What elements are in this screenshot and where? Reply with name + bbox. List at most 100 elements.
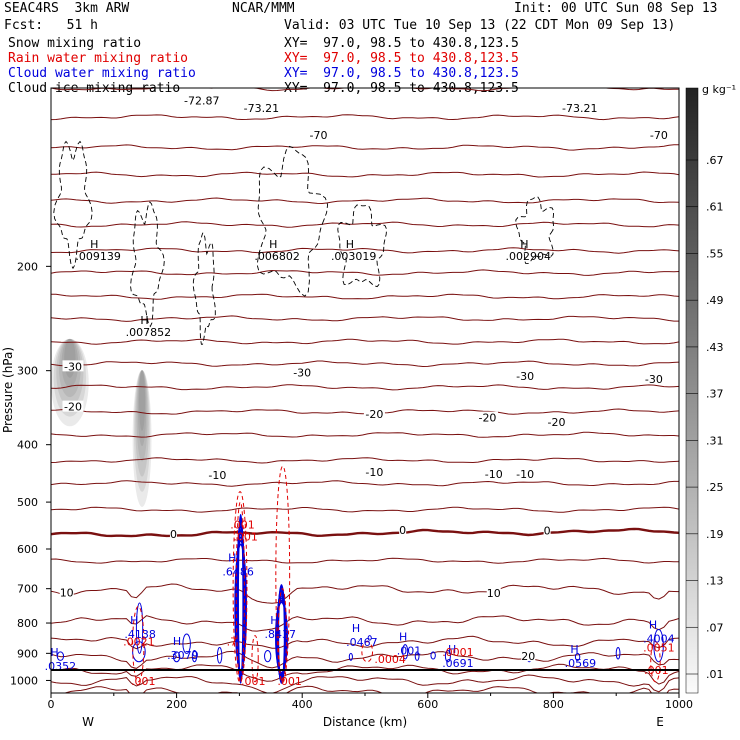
rain-label: .001 — [230, 518, 255, 531]
isotherm-label: -20 — [64, 401, 82, 414]
east-label: E — [656, 715, 664, 729]
cloud-water-high-marker: H — [173, 635, 181, 648]
cloud-water-high-marker: H — [570, 643, 578, 656]
cloud-water-contour — [182, 633, 191, 654]
isotherm-label: -10 — [516, 468, 534, 481]
rain-label: .001 — [233, 531, 258, 544]
isotherm-label: 10 — [60, 586, 74, 599]
label-bg — [486, 587, 501, 599]
colorbar-label: .61 — [706, 201, 724, 214]
label-bg — [180, 94, 223, 106]
y-axis-title: Pressure (hPa) — [1, 347, 15, 433]
isotherm-label: -20 — [365, 408, 383, 421]
isotherm-label: -70 — [310, 129, 328, 142]
isotherm-line — [51, 431, 679, 438]
rain-contour — [132, 605, 145, 683]
label-bg — [62, 360, 84, 372]
field-xy-snow: XY= 97.0, 98.5 to 430.8,123.5 — [284, 36, 519, 51]
cloud-ice-contour — [337, 204, 388, 288]
isotherm-line — [51, 384, 679, 391]
snow-plume-1 — [53, 338, 87, 417]
rain-label: .0051 — [643, 642, 675, 655]
cloud-ice-high-marker: H — [520, 238, 528, 251]
isotherm-line — [51, 269, 679, 276]
isotherm-line — [51, 114, 679, 121]
snow-plume-2 — [137, 370, 147, 447]
rain-label: .7 — [227, 636, 238, 649]
x-tick-label: 800 — [543, 698, 564, 711]
cloud-water-contours — [56, 513, 664, 684]
isotherm-line — [51, 674, 679, 693]
rain-label: .0001 — [442, 646, 474, 659]
rain-contour — [650, 641, 661, 683]
x-tick-label: 200 — [166, 698, 187, 711]
y-tick-label: 400 — [17, 439, 38, 452]
label-bg — [206, 468, 228, 480]
cloud-water-max-label: .0467 — [346, 636, 378, 649]
isotherm-line — [51, 635, 679, 650]
isotherm-label: 0 — [399, 524, 406, 537]
isotherm-label: -72.87 — [184, 95, 219, 108]
cloud-ice-contour — [53, 140, 93, 270]
contour-labels: -73.21 -73.21 -72.87 -70 -70 -30 -30 -30 -30 -20 -… — [45, 94, 675, 688]
colorbar-label: .07 — [706, 621, 724, 634]
isotherm-label: -10 — [485, 468, 503, 481]
rain-contours — [132, 465, 661, 683]
x-tick-label: 0 — [48, 698, 55, 711]
cloud-ice-contour — [192, 232, 216, 345]
cloud-water-high-marker: H — [130, 614, 138, 627]
label-bg — [291, 366, 313, 378]
rain-label: .0004 — [374, 653, 406, 666]
init-time: Init: 00 UTC Sun 08 Sep 13 — [514, 1, 718, 16]
isotherm-label: 10 — [487, 587, 501, 600]
west-label: W — [82, 715, 94, 729]
cloud-water-contour — [191, 649, 198, 663]
cloud-water-contour — [216, 647, 223, 664]
y-tick-label: 1000 — [10, 674, 38, 687]
label-bg — [643, 373, 665, 385]
rain-contour — [232, 491, 248, 683]
y-tick-label: 800 — [17, 617, 38, 630]
y-tick-label: 700 — [17, 583, 38, 596]
isotherm-line — [51, 197, 679, 205]
cloud-water-contour — [653, 628, 664, 663]
cloud-ice-contours — [53, 140, 554, 345]
isotherm-line — [51, 144, 679, 151]
cloud-ice-max-label: .002904 — [506, 250, 552, 263]
cloud-ice-max-label: .009139 — [75, 250, 121, 263]
isotherm-label: 0 — [170, 528, 177, 541]
isotherm-line — [51, 221, 679, 228]
x-tick-label: 400 — [292, 698, 313, 711]
snow-plume-1 — [56, 338, 84, 407]
isotherm-label: -73.21 — [562, 102, 597, 115]
cloud-water-max-label: .001 — [397, 644, 422, 657]
colorbar-label: .43 — [706, 341, 724, 354]
cloud-water-max-label: .6486 — [222, 566, 254, 579]
label-bg — [514, 467, 536, 479]
colorbar: .01 .07 .13 .19 .25 .31 .37 .43 .49 .55 .61 .67 g k… — [685, 83, 736, 694]
cloud-ice-contour — [515, 196, 554, 265]
isotherm-line — [51, 615, 679, 632]
isotherm-label: -70 — [650, 129, 668, 142]
rain-label: .001 — [241, 675, 266, 688]
colorbar-scale — [685, 87, 699, 694]
x-axis-title: Distance (km) — [323, 715, 407, 729]
cloud-ice-high-marker: H — [346, 238, 354, 251]
field-xy-rain: XY= 97.0, 98.5 to 430.8,123.5 — [284, 51, 519, 66]
isotherm-label: -30 — [64, 360, 82, 373]
isotherm-line — [51, 293, 679, 300]
y-tick-label: 200 — [17, 260, 38, 273]
label-bg — [363, 466, 385, 478]
cloud-water-contour — [430, 651, 436, 660]
label-bg — [308, 128, 330, 140]
cloud-water-core-2 — [275, 601, 288, 674]
cloud-water-high-marker: H — [50, 646, 58, 659]
colorbar-label: .49 — [706, 294, 724, 307]
label-bg — [476, 411, 498, 423]
snow-plume-2 — [133, 370, 151, 492]
cloud-water-contour — [414, 651, 420, 661]
field-name-rain: Rain water mixing ratio — [8, 51, 189, 66]
cloud-water-contour — [444, 649, 451, 663]
isotherm-label: -10 — [208, 469, 226, 482]
